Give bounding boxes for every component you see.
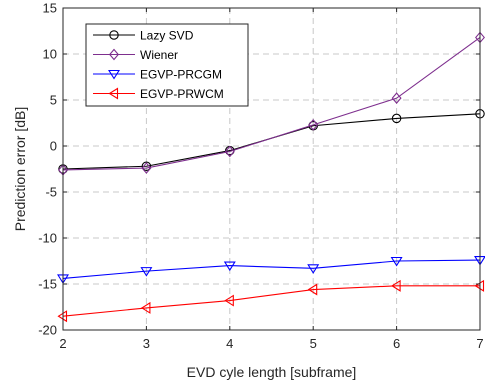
legend-marker-egvp-prcgm xyxy=(108,69,120,80)
x-axis-label: EVD cyle length [subframe] xyxy=(187,364,357,380)
legend-marker-wiener xyxy=(109,48,119,61)
data-point-wiener xyxy=(391,92,402,105)
series-line-egvp-prcgm xyxy=(62,259,481,280)
data-point-lazy-svd xyxy=(141,161,152,171)
data-point-wiener xyxy=(224,145,235,158)
series-wiener xyxy=(58,31,485,176)
y-tick-label: -15 xyxy=(38,277,57,292)
x-tick-label: 2 xyxy=(59,336,66,351)
data-point-egvp-prcgm xyxy=(307,264,320,274)
data-point-egvp-prwcm xyxy=(224,294,234,307)
data-point-egvp-prcgm xyxy=(390,256,403,267)
data-point-egvp-prwcm xyxy=(140,301,151,314)
data-point-egvp-prwcm xyxy=(307,283,318,296)
y-tick-label: 0 xyxy=(50,139,57,154)
plot-frame xyxy=(62,7,481,331)
legend-label-egvp-prcgm: EGVP-PRCGM xyxy=(140,68,222,82)
series-egvp-prcgm xyxy=(57,256,485,285)
series-line-wiener xyxy=(62,36,481,171)
y-tick-label: -10 xyxy=(38,231,57,246)
data-point-wiener xyxy=(141,162,152,174)
y-tick-label: -20 xyxy=(38,323,57,338)
data-point-wiener xyxy=(308,118,319,131)
x-tick-label: 3 xyxy=(143,336,150,351)
x-tick-label: 6 xyxy=(393,336,400,351)
series-line-egvp-prwcm xyxy=(62,285,480,317)
ticks: 2 3 4 5 6 7 -20 -15 -10 -5 0 5 10 15 xyxy=(38,1,483,352)
legend-label-egvp-prwcm: EGVP-PRWCM xyxy=(140,87,224,101)
legend-label-lazy-svd: Lazy SVD xyxy=(140,29,194,43)
data-point-lazy-svd xyxy=(391,113,402,124)
legend: Lazy SVD Wiener EGVP-PRCGM EGVP-PRWCM xyxy=(85,23,249,107)
y-tick-label: 15 xyxy=(43,1,57,16)
data-point-egvp-prcgm xyxy=(140,267,153,277)
legend-marker-egvp-prwcm xyxy=(108,87,119,100)
x-tick-label: 4 xyxy=(226,336,233,351)
legend-marker-lazy-svd xyxy=(109,30,119,40)
y-tick-label: -5 xyxy=(45,185,57,200)
data-point-egvp-prwcm xyxy=(391,279,401,292)
y-axis-label: Prediction error [dB] xyxy=(12,107,28,232)
x-tick-label: 5 xyxy=(310,336,317,351)
data-point-egvp-prcgm xyxy=(223,261,236,272)
x-tick-label: 7 xyxy=(476,336,483,351)
y-tick-label: 5 xyxy=(50,93,57,108)
legend-label-wiener: Wiener xyxy=(140,48,178,62)
legend-box xyxy=(85,23,249,107)
y-tick-label: 10 xyxy=(43,47,57,62)
